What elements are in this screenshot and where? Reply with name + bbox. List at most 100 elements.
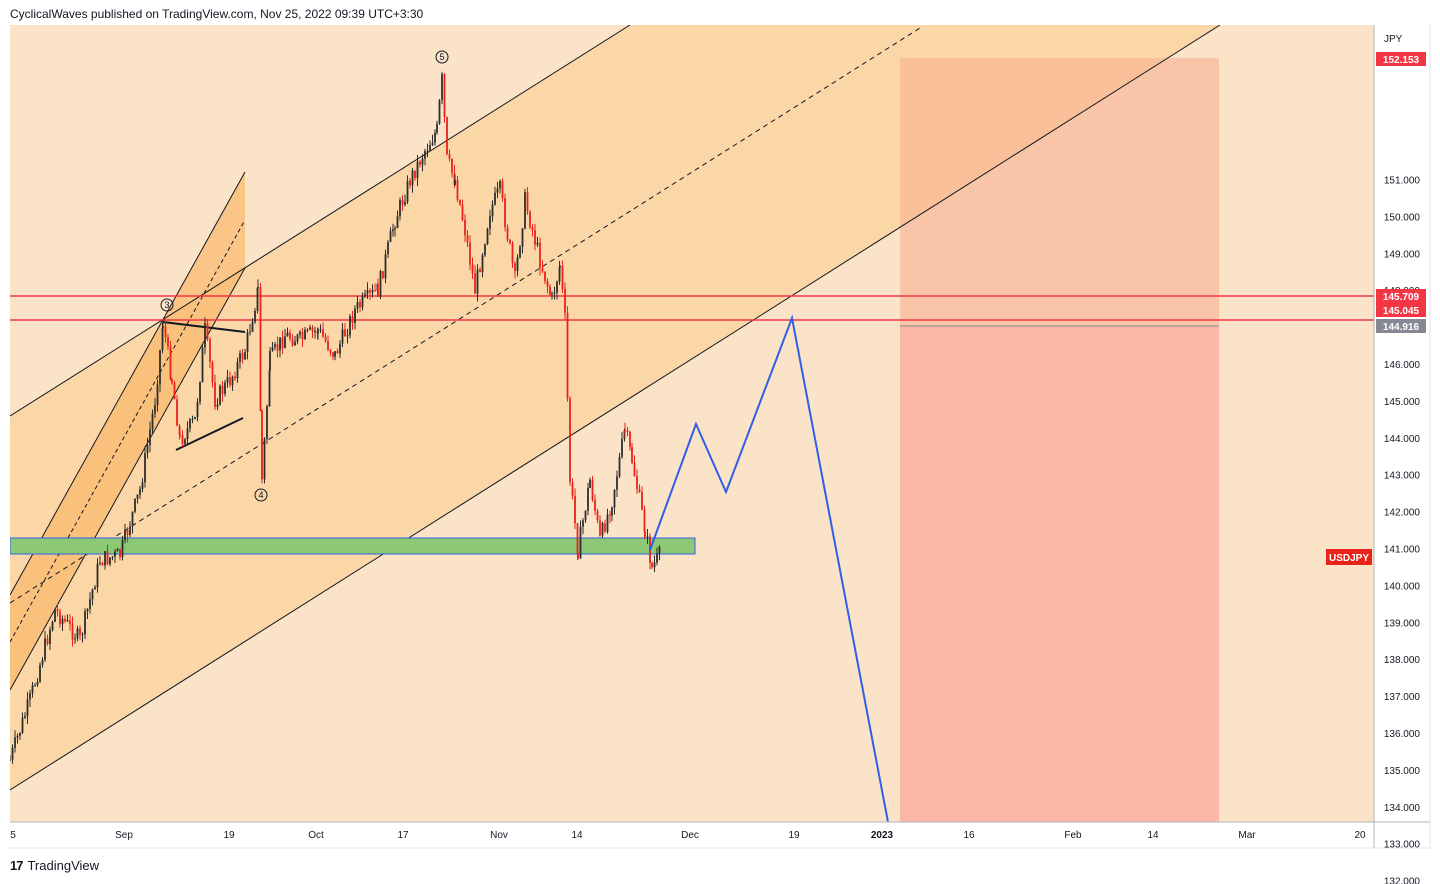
candle-body <box>582 520 584 527</box>
candle-body <box>286 332 289 337</box>
candle-body <box>167 337 169 347</box>
x-tick-label: Sep <box>115 830 133 841</box>
x-tick-label: 19 <box>788 830 800 841</box>
candle-body <box>379 271 382 297</box>
candle-body <box>346 335 349 337</box>
candle-body <box>611 507 613 516</box>
candle-body <box>356 301 359 309</box>
y-axis[interactable]: 132.000 133.000 134.000 135.000 136.000 137.0… <box>1384 176 1421 884</box>
candle-body <box>629 431 631 447</box>
candle-body <box>206 323 209 340</box>
y-tick-label: 132.000 <box>1384 877 1421 884</box>
candle-body <box>144 453 146 483</box>
candle-body <box>266 406 268 440</box>
candle-body <box>469 242 471 265</box>
price-tag-label: 152.153 <box>1383 55 1420 66</box>
candle-body <box>416 161 419 179</box>
candle-body <box>56 609 59 612</box>
candle-body <box>246 332 249 352</box>
candle-body <box>587 487 589 511</box>
candle-body <box>169 346 172 380</box>
y-tick-label: 136.000 <box>1384 729 1421 740</box>
candle-body <box>643 509 646 532</box>
candle-body <box>336 351 339 354</box>
target-zone <box>900 58 1219 326</box>
candle-body <box>204 323 206 348</box>
candle-body <box>279 337 281 351</box>
x-tick-label: Oct <box>308 830 324 841</box>
candle-body <box>94 587 96 590</box>
candle-body <box>236 362 239 379</box>
price-tags: 152.153 145.709 145.045 144.916 <box>1376 52 1426 333</box>
symbol-tag[interactable]: USDJPY <box>1326 549 1372 565</box>
candle-body <box>564 288 566 313</box>
candle-body <box>653 562 656 568</box>
candle-body <box>561 266 564 289</box>
candle-body <box>491 204 494 217</box>
candle-body <box>481 255 484 273</box>
candle-body <box>474 273 476 294</box>
x-tick-label: 5 <box>10 830 16 841</box>
candle-body <box>377 283 379 297</box>
candle-body <box>259 287 262 411</box>
candle-body <box>19 732 21 736</box>
candle-body <box>396 216 399 229</box>
candle-body <box>339 343 341 354</box>
candle-body <box>21 717 24 733</box>
y-tick-label: 141.000 <box>1384 545 1421 556</box>
candle-body <box>511 243 514 264</box>
candle-body <box>219 385 221 405</box>
candle-body <box>476 269 479 294</box>
price-tag <box>1376 289 1426 303</box>
candle-body <box>269 351 271 371</box>
candle-body <box>99 562 101 564</box>
candle-body <box>644 531 646 537</box>
candle-body <box>111 556 114 558</box>
candle-body <box>489 216 491 229</box>
candle-body <box>394 228 396 230</box>
candle-body <box>613 489 616 508</box>
candle-body <box>496 188 499 193</box>
svg-text:3: 3 <box>164 300 169 310</box>
candle-body <box>121 539 124 558</box>
candle-body <box>151 413 154 430</box>
candle-body <box>448 154 451 159</box>
candle-body <box>251 321 254 332</box>
candle-body <box>64 618 66 622</box>
x-tick-label: 2023 <box>871 830 894 841</box>
candle-body <box>509 239 511 244</box>
candle-body <box>124 529 126 540</box>
candle-body <box>226 377 229 383</box>
price-tag <box>1376 319 1426 333</box>
y-tick-label: 145.000 <box>1384 397 1421 408</box>
y-tick-label: 149.000 <box>1384 249 1421 260</box>
candle-body <box>191 418 194 420</box>
triangle-lower <box>175 417 244 451</box>
candle-body <box>241 353 244 360</box>
candle-body <box>426 150 429 152</box>
x-axis[interactable]: 5 Sep 19 Oct 17 Nov 14 Dec 19 2023 16 Feb 14 Mar 20 <box>10 830 1366 841</box>
candle-body <box>322 329 324 337</box>
candle-body <box>86 608 89 612</box>
candle-body <box>89 599 91 609</box>
y-tick-label: 144.000 <box>1384 434 1421 445</box>
candle-body <box>134 498 136 512</box>
candle-body <box>534 230 536 245</box>
candle-body <box>599 520 601 536</box>
candle-body <box>136 494 139 499</box>
y-tick-label: 135.000 <box>1384 766 1421 777</box>
candle-body <box>61 618 64 625</box>
candle-body <box>49 629 51 644</box>
x-tick-label: 14 <box>1147 830 1159 841</box>
y-tick-label: 134.000 <box>1384 803 1421 814</box>
price-tag-label: 144.916 <box>1383 322 1420 333</box>
candle-body <box>24 716 26 718</box>
tradingview-logo-icon[interactable]: 17 <box>10 858 24 873</box>
wave-label-3: 3 <box>160 298 174 312</box>
candle-body <box>201 347 204 383</box>
candle-body <box>354 308 356 323</box>
candle-body <box>291 339 294 346</box>
candle-body <box>294 341 296 346</box>
candle-body <box>129 526 131 535</box>
